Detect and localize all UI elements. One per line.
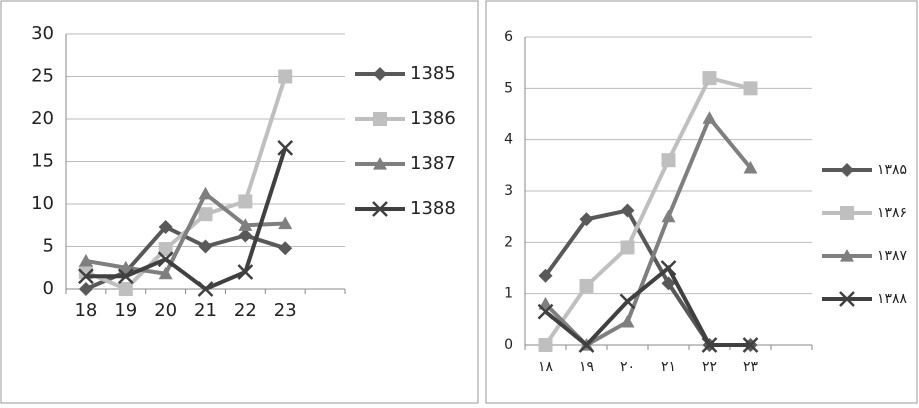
marker (537, 303, 554, 320)
marker (198, 186, 213, 200)
legend-label: 1385 (410, 63, 456, 84)
legend-label: 1387 (410, 153, 456, 174)
marker (702, 111, 717, 124)
marker (538, 268, 553, 283)
marker (118, 282, 133, 296)
marker (620, 314, 635, 328)
marker (661, 209, 676, 223)
marker (620, 240, 635, 255)
marker (661, 276, 676, 291)
marker (158, 266, 173, 280)
marker (78, 268, 94, 285)
x-tick-label: ۲۲ (702, 359, 717, 375)
marker (238, 228, 253, 243)
x-tick-label: ۲۳ (743, 359, 759, 375)
x-tick-label: ۲۱ (661, 359, 676, 375)
y-tick-label: 0 (43, 278, 54, 299)
x-tick-label: 22 (234, 300, 257, 321)
y-tick-label: 30 (31, 23, 54, 44)
marker (742, 337, 759, 353)
y-tick-label: 15 (31, 151, 54, 172)
marker (701, 337, 718, 353)
marker (78, 253, 93, 267)
marker (198, 207, 213, 222)
x-tick-label: 20 (154, 300, 177, 321)
legend-label: ۱۳۸۷ (877, 248, 908, 264)
legend-label: ۱۳۸۸ (877, 291, 908, 307)
y-tick-label: 2 (504, 234, 513, 250)
legend-label: ۱۳۸۶ (877, 205, 907, 221)
marker (78, 282, 93, 296)
marker (158, 219, 173, 234)
legend-label: ۱۳۸۵ (877, 162, 907, 178)
marker (840, 206, 854, 220)
marker (578, 337, 595, 353)
marker (238, 218, 253, 231)
marker (157, 251, 174, 268)
marker (579, 212, 594, 227)
y-tick-label: 5 (43, 236, 54, 257)
marker (743, 160, 758, 174)
y-tick-label: 0 (504, 337, 513, 353)
x-tick-label: ۲۰ (620, 359, 635, 375)
x-tick-label: ۱۹ (579, 359, 594, 375)
marker (373, 112, 387, 126)
marker (538, 338, 553, 352)
marker (661, 153, 676, 168)
x-tick-label: 23 (274, 300, 297, 321)
y-tick-label: 20 (31, 108, 54, 129)
marker (278, 69, 293, 84)
marker (277, 140, 294, 156)
marker (117, 268, 134, 285)
x-tick-label: 19 (114, 300, 137, 321)
y-tick-label: 4 (504, 132, 513, 148)
marker (743, 81, 758, 96)
marker (840, 249, 854, 262)
marker (660, 260, 677, 276)
line (85, 147, 288, 292)
marker (278, 216, 293, 230)
marker (278, 241, 293, 256)
x-tick-label: 18 (74, 300, 97, 321)
marker (579, 278, 594, 293)
marker (198, 239, 213, 254)
legend-label: 1388 (410, 198, 456, 219)
y-tick-label: 3 (504, 183, 513, 199)
marker (238, 194, 253, 209)
y-tick-label: 6 (504, 29, 513, 45)
marker (118, 260, 133, 274)
marker (840, 163, 854, 177)
x-tick-label: 21 (194, 300, 217, 321)
marker (237, 264, 254, 280)
marker (839, 291, 855, 307)
marker (373, 157, 387, 170)
marker (158, 242, 173, 257)
x-tick-label: ۱۸ (538, 359, 554, 375)
marker (372, 201, 388, 217)
marker (620, 203, 635, 218)
marker (619, 293, 636, 310)
marker (197, 281, 214, 297)
y-tick-label: 1 (504, 286, 513, 302)
y-tick-label: 10 (31, 193, 54, 214)
y-tick-label: 25 (31, 66, 54, 87)
marker (373, 67, 387, 81)
legend-label: 1386 (410, 108, 456, 129)
marker (702, 71, 717, 86)
y-tick-label: 5 (504, 80, 513, 96)
line (85, 190, 286, 276)
